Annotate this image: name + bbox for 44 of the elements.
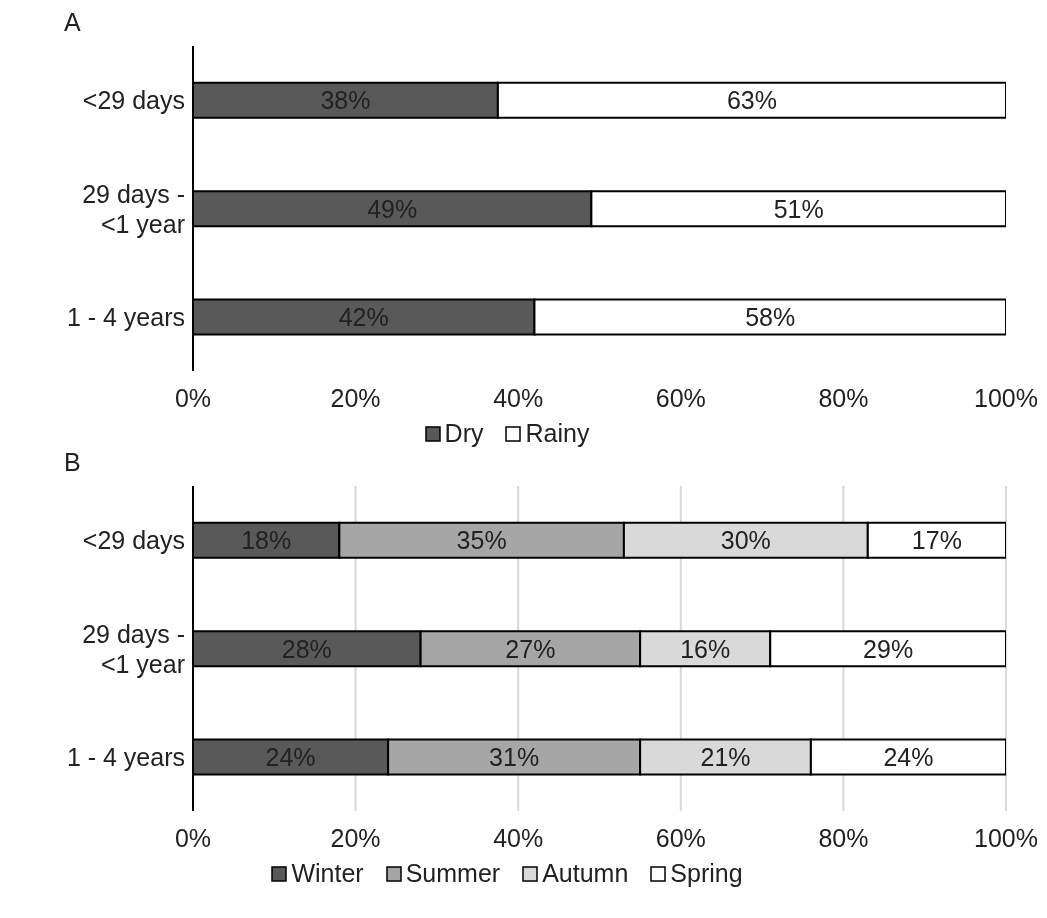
- chart-title: B: [64, 448, 82, 478]
- x-tick-label: 20%: [330, 383, 381, 412]
- legend-label: Dry: [443, 419, 484, 448]
- data-label: 29%: [863, 634, 914, 663]
- legend-label: Winter: [290, 859, 364, 888]
- x-tick-label: 100%: [974, 823, 1038, 852]
- legend-label: Autumn: [541, 859, 629, 888]
- x-tick-label: 80%: [818, 383, 869, 412]
- chart-title: A: [64, 8, 82, 38]
- data-label: 51%: [773, 194, 824, 223]
- x-tick-label: 0%: [174, 383, 212, 412]
- y-tick-label: 29 days - <1 year: [82, 179, 185, 238]
- data-label: 38%: [320, 86, 371, 115]
- data-label: 63%: [726, 86, 777, 115]
- data-label: 24%: [883, 743, 934, 771]
- data-label: 31%: [489, 743, 540, 771]
- data-label: 24%: [265, 743, 316, 771]
- y-tick-label: 1 - 4 years: [66, 302, 185, 331]
- y-tick-label: 1 - 4 years: [66, 742, 185, 771]
- data-label: 58%: [745, 303, 796, 331]
- x-tick-label: 20%: [330, 823, 381, 852]
- y-tick-label: <29 days: [82, 86, 185, 115]
- y-tick-label: <29 days: [82, 526, 185, 555]
- data-label: 42%: [338, 303, 389, 331]
- x-tick-label: 100%: [974, 383, 1038, 412]
- data-label: 30%: [720, 526, 771, 555]
- data-label: 35%: [456, 526, 507, 555]
- data-label: 28%: [281, 634, 332, 663]
- data-label: 49%: [367, 194, 418, 223]
- y-tick-label: 29 days - <1 year: [82, 619, 185, 678]
- data-label: 17%: [911, 526, 962, 555]
- legend-label: Summer: [404, 859, 501, 888]
- x-tick-label: 80%: [818, 823, 869, 852]
- x-tick-label: 40%: [493, 823, 544, 852]
- x-tick-label: 60%: [655, 823, 706, 852]
- x-tick-label: 60%: [655, 383, 706, 412]
- data-label: 18%: [241, 526, 292, 555]
- legend-label: Spring: [669, 859, 743, 888]
- legend-label: Rainy: [524, 419, 590, 448]
- data-label: 21%: [700, 743, 751, 771]
- data-label: 16%: [680, 634, 731, 663]
- x-tick-label: 0%: [174, 823, 212, 852]
- x-tick-label: 40%: [493, 383, 544, 412]
- data-label: 27%: [505, 634, 556, 663]
